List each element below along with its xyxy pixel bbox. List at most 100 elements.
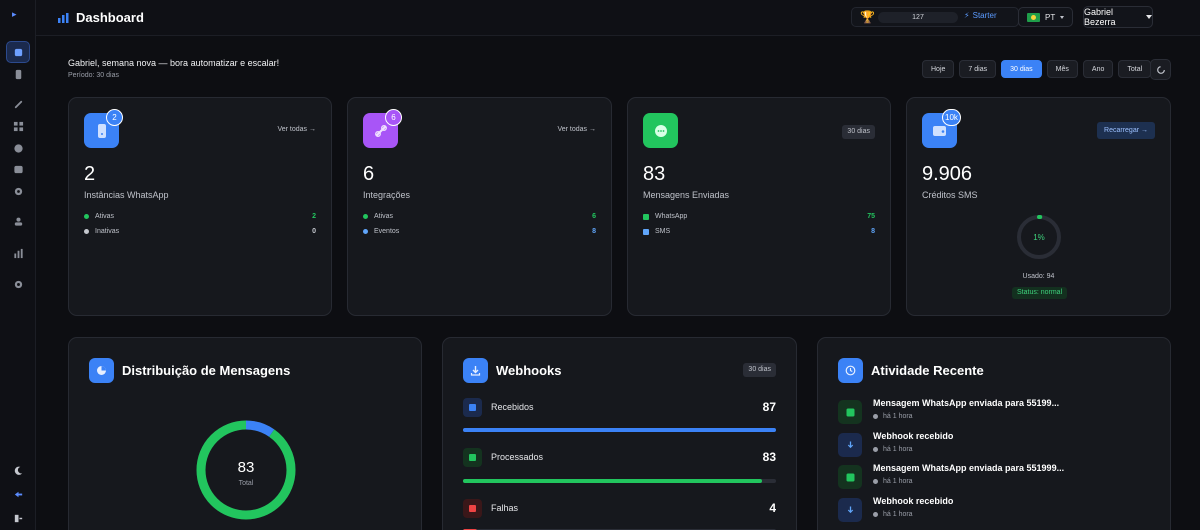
phone-icon	[15, 69, 21, 79]
messages-label: Mensagens Enviadas	[643, 190, 730, 200]
row-value: 0	[312, 228, 316, 235]
status-badge: Status: normal	[1012, 287, 1068, 299]
webhook-value: 87	[762, 400, 776, 414]
activity-item[interactable]: Mensagem WhatsApp enviada para 55199... …	[838, 398, 1150, 428]
activity-item[interactable]: Webhook recebido há 1 hora	[838, 496, 1150, 526]
topbar: Dashboard 🏆 127 ⚡ Starter PT Gabriel Bez…	[36, 0, 1200, 36]
view-all-instances-link[interactable]: Ver todas →	[277, 126, 316, 133]
sms-icon	[13, 165, 23, 173]
donut-total: 83	[238, 459, 255, 476]
refresh-button[interactable]	[1150, 59, 1171, 80]
webhook-value: 83	[762, 450, 776, 464]
wallet-icon	[922, 113, 957, 148]
green-dot-icon	[84, 214, 89, 219]
xp-value: 127	[878, 12, 958, 23]
webhook-received-row: Recebidos 87	[463, 398, 776, 420]
view-all-integrations-link[interactable]: Ver todas →	[557, 126, 596, 133]
usage-percent: 1%	[1033, 233, 1045, 242]
sidebar-item-settings[interactable]	[6, 273, 30, 295]
sidebar-item-users[interactable]	[6, 210, 30, 232]
period-label: Período: 30 dias	[68, 72, 119, 79]
sidebar-item-sms[interactable]	[6, 158, 30, 180]
users-icon	[14, 217, 22, 226]
sidebar-toggle-icon[interactable]: ▸	[12, 9, 17, 19]
sidebar-item-apps[interactable]	[6, 115, 30, 137]
sidebar-item-location[interactable]	[6, 180, 30, 202]
collapse-sidebar[interactable]	[6, 483, 30, 505]
distribution-title: Distribuição de Mensagens	[122, 363, 291, 378]
card-distribution: Distribuição de Mensagens 83 Total	[68, 337, 422, 530]
whatsapp-icon	[643, 213, 649, 220]
recharge-button[interactable]: Recarregar →	[1097, 122, 1155, 139]
filter-year[interactable]: Ano	[1082, 60, 1114, 78]
sms-icon	[643, 228, 649, 235]
logout-button[interactable]	[6, 507, 30, 529]
check-icon	[463, 448, 482, 467]
sms-credits-label: Créditos SMS	[922, 190, 978, 200]
refresh-icon	[1156, 65, 1165, 74]
instances-badge: 2	[106, 109, 123, 126]
instances-inactive-row: Inativas 0	[84, 228, 316, 235]
clock-icon	[838, 358, 863, 383]
sms-credits-value: 9.906	[922, 163, 973, 185]
row-value: 8	[592, 228, 596, 235]
bar-chart-icon	[13, 248, 23, 258]
download-icon	[838, 433, 862, 457]
credits-badge: 10k	[942, 109, 961, 126]
activity-title: Atividade Recente	[871, 363, 984, 378]
blue-dot-icon	[363, 229, 368, 234]
instances-label: Instâncias WhatsApp	[84, 190, 169, 200]
usage-gauge-arc	[1017, 215, 1061, 259]
whatsapp-icon	[838, 465, 862, 489]
messages-period-tag: 30 dias	[842, 125, 875, 139]
card-activity: Atividade Recente Mensagem WhatsApp envi…	[817, 337, 1171, 530]
home-icon	[14, 48, 22, 56]
filter-7-days[interactable]: 7 dias	[959, 60, 997, 78]
sidebar-item-dashboard[interactable]	[6, 41, 30, 63]
row-label: WhatsApp	[655, 213, 688, 220]
donut-segment-sms	[196, 420, 296, 520]
link-icon	[14, 100, 22, 108]
user-menu[interactable]: Gabriel Bezerra	[1083, 6, 1153, 28]
activity-time-text: há 1 hora	[883, 446, 913, 453]
user-name: Gabriel Bezerra	[1084, 7, 1116, 27]
filter-today[interactable]: Hoje	[922, 60, 955, 78]
inbox-icon	[463, 398, 482, 417]
plan-badge[interactable]: ⚡ Starter	[964, 11, 997, 20]
processed-progress	[463, 479, 776, 483]
clock-icon	[873, 447, 878, 452]
activity-time: há 1 hora	[873, 446, 913, 453]
webhooks-period-tag: 30 dias	[743, 363, 776, 377]
theme-toggle[interactable]	[6, 459, 30, 481]
chat-icon	[13, 143, 23, 153]
integrations-badge: 6	[385, 109, 402, 126]
error-icon	[463, 499, 482, 518]
row-label: SMS	[655, 228, 671, 235]
logout-icon	[14, 514, 22, 522]
activity-time: há 1 hora	[873, 413, 913, 420]
filter-30-days[interactable]: 30 dias	[1001, 60, 1042, 78]
language-selector[interactable]: PT	[1018, 7, 1073, 27]
sms-used: Usado: 94	[1022, 273, 1055, 280]
webhook-value: 4	[769, 501, 776, 515]
xp-widget[interactable]: 🏆 127 ⚡ Starter	[851, 7, 1019, 27]
filter-month[interactable]: Mês	[1046, 60, 1078, 78]
usage-gauge: 1%	[1017, 215, 1061, 259]
activity-item[interactable]: Mensagem WhatsApp enviada para 551999...…	[838, 463, 1150, 493]
gear-icon	[14, 280, 22, 288]
sidebar-item-reports[interactable]	[6, 242, 30, 264]
activity-time: há 1 hora	[873, 511, 913, 518]
messages-count: 83	[643, 163, 666, 185]
sidebar-item-integrations[interactable]	[6, 93, 30, 115]
sidebar-item-messages[interactable]	[6, 137, 30, 159]
sidebar-item-instances[interactable]	[6, 63, 30, 85]
activity-text: Mensagem WhatsApp enviada para 55199...	[873, 398, 1060, 408]
distribution-donut: 83 Total	[196, 420, 296, 520]
webhook-label: Processados	[491, 452, 544, 462]
processed-progress-fill	[463, 479, 762, 483]
filter-total[interactable]: Total	[1118, 60, 1152, 78]
activity-item[interactable]: Webhook recebido há 1 hora	[838, 431, 1150, 461]
row-label: Eventos	[374, 228, 400, 235]
plan-label: Starter	[972, 11, 997, 20]
card-webhooks: Webhooks 30 dias Recebidos 87 Processado…	[442, 337, 797, 530]
